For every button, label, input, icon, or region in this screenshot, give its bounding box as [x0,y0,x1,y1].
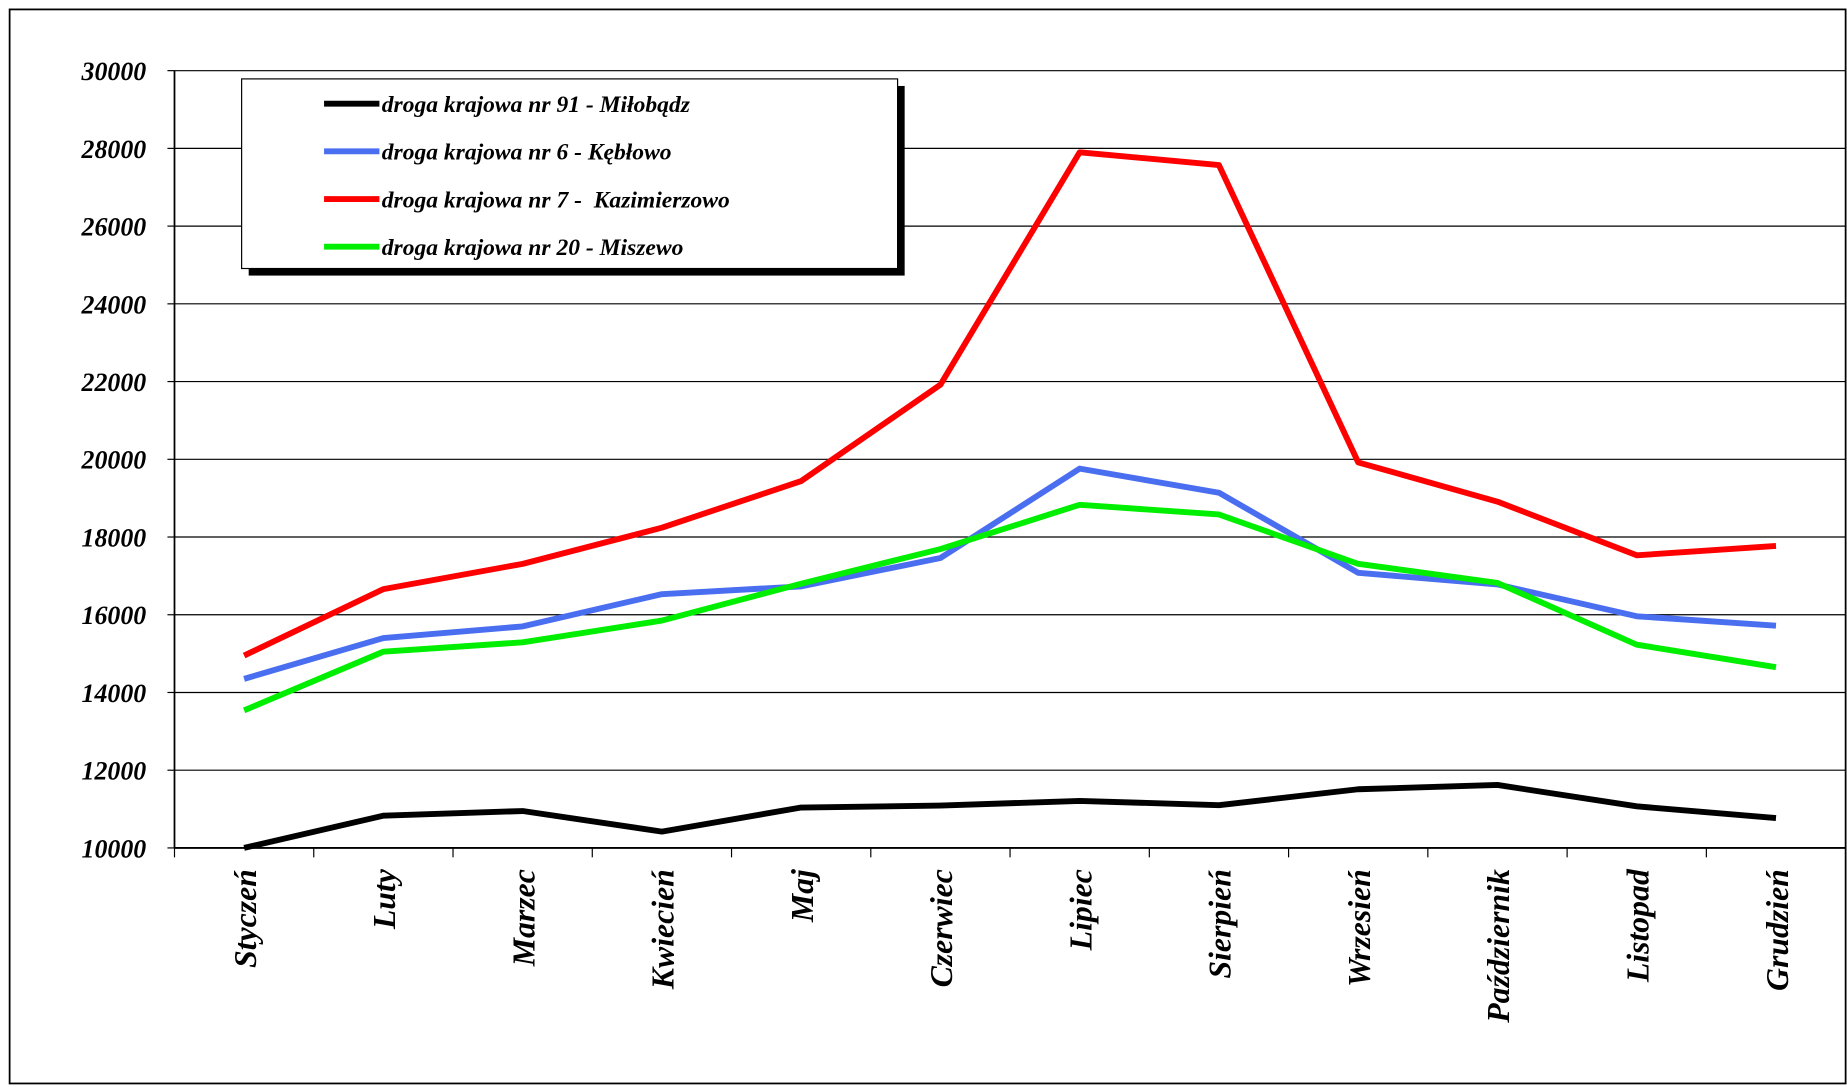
axes: 10000 12000 14000 16000 18000 20000 22000 24000… [80,57,1847,1024]
x-tick-label: Maj [785,869,820,923]
x-tick-label: Styczeń [228,869,263,968]
series-line [243,465,1777,682]
legend: droga krajowa nr 91 - Miłobądz droga kraj… [241,78,905,276]
x-tick-label: Kwiecień [646,869,681,990]
y-tick-label: 16000 [81,601,146,630]
x-tick-label: Wrzesień [1342,869,1377,987]
x-tick-label: Grudzień [1760,869,1795,991]
legend-box [241,78,899,270]
legend-label: droga krajowa nr 6 - Kębłowo [382,140,672,166]
y-tick-label: 14000 [81,679,146,708]
series-line [242,501,1777,714]
y-tick-label: 26000 [80,213,146,242]
x-tick-label: Lipiec [1063,869,1098,951]
y-tick-label: 12000 [81,757,146,786]
x-tick-label: Luty [367,868,402,930]
series-line [242,149,1777,659]
y-tick-label: 28000 [80,135,146,164]
y-tick-label: 24000 [80,290,146,319]
x-tick-label: Listopad [1621,868,1656,983]
legend-label: droga krajowa nr 7 - Kazimierzowo [382,187,730,213]
x-tick-label: Październik [1481,869,1516,1024]
x-tick-label: Sierpień [1203,869,1238,978]
y-tick-label: 30000 [80,57,146,86]
y-tick-label: 22000 [80,368,146,397]
series-line [243,782,1777,851]
x-tick-label: Czerwiec [924,869,959,987]
x-tick-label: Marzec [506,869,541,967]
y-tick-label: 18000 [81,523,146,552]
legend-label: droga krajowa nr 20 - Miszewo [382,235,684,261]
y-tick-label: 10000 [81,834,146,863]
legend-label: droga krajowa nr 91 - Miłobądz [382,92,691,118]
lines [242,149,1777,851]
y-tick-label: 20000 [80,446,146,475]
